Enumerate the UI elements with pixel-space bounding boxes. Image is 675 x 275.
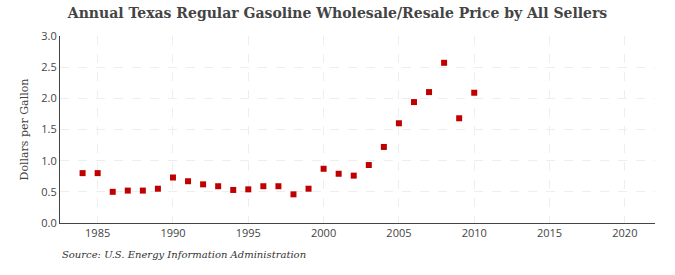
svg-text:2020: 2020 bbox=[612, 225, 637, 240]
svg-text:1.5: 1.5 bbox=[41, 121, 56, 136]
svg-text:0.0: 0.0 bbox=[41, 215, 56, 230]
svg-text:1985: 1985 bbox=[85, 225, 110, 240]
svg-text:2005: 2005 bbox=[386, 225, 411, 240]
svg-text:Dollars per Gallon: Dollars per Gallon bbox=[18, 79, 31, 181]
svg-text:1990: 1990 bbox=[160, 225, 185, 240]
svg-text:3.0: 3.0 bbox=[41, 28, 56, 43]
svg-text:1.0: 1.0 bbox=[41, 153, 56, 168]
svg-text:2010: 2010 bbox=[462, 225, 487, 240]
svg-text:1995: 1995 bbox=[236, 225, 261, 240]
svg-text:Source: U.S. Energy Informatio: Source: U.S. Energy Information Administ… bbox=[62, 249, 306, 260]
svg-text:2.5: 2.5 bbox=[41, 59, 56, 74]
svg-text:0.5: 0.5 bbox=[41, 184, 56, 199]
svg-text:2000: 2000 bbox=[311, 225, 336, 240]
svg-text:2015: 2015 bbox=[537, 225, 562, 240]
svg-text:2.0: 2.0 bbox=[41, 90, 56, 105]
svg-text:Annual Texas Regular Gasoline: Annual Texas Regular Gasoline Wholesale/… bbox=[67, 5, 608, 21]
